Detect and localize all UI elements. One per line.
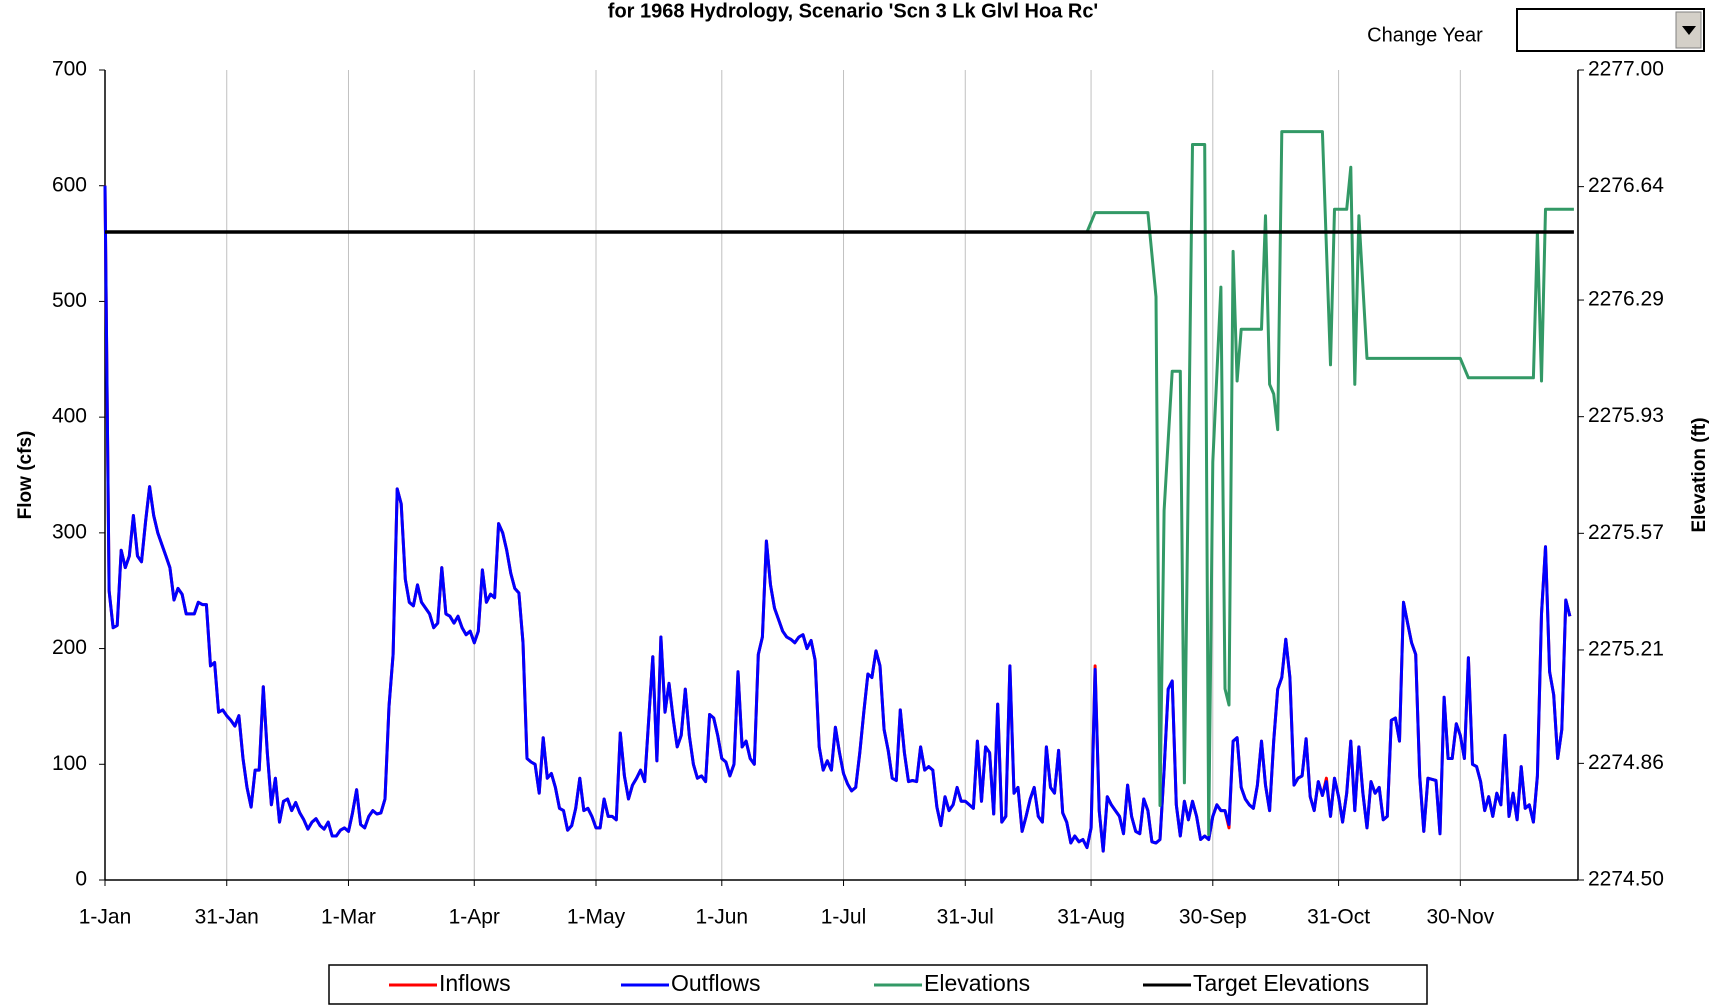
x-tick-label: 1-Mar xyxy=(321,906,376,929)
year-dropdown[interactable] xyxy=(1516,8,1705,52)
y2-axis-title: Elevation (ft) xyxy=(1689,417,1710,532)
dropdown-arrow xyxy=(1682,26,1696,35)
x-tick-label: 1-Apr xyxy=(449,906,500,929)
y-tick-label: 600 xyxy=(52,173,87,196)
y2-tick-label: 2276.64 xyxy=(1588,174,1664,197)
legend-label: Outflows xyxy=(671,970,760,996)
x-tick-label: 30-Nov xyxy=(1426,906,1494,929)
x-tick-label: 1-May xyxy=(567,906,626,929)
legend-label: Target Elevations xyxy=(1193,970,1369,996)
x-tick-label: 31-Oct xyxy=(1307,906,1370,929)
x-tick-label: 30-Sep xyxy=(1179,906,1247,929)
y2-tick-label: 2277.00 xyxy=(1588,58,1664,81)
y-axis-title: Flow (cfs) xyxy=(15,431,36,520)
series-line xyxy=(1085,130,1574,837)
y-tick-label: 300 xyxy=(52,520,87,543)
x-tick-label: 1-Jan xyxy=(79,906,132,929)
y-tick-label: 400 xyxy=(52,405,87,428)
y-tick-label: 100 xyxy=(52,752,87,775)
y-tick-label: 200 xyxy=(52,636,87,659)
y-tick-label: 0 xyxy=(75,868,87,891)
x-tick-label: 1-Jun xyxy=(696,906,749,929)
y2-tick-label: 2275.21 xyxy=(1588,638,1664,661)
x-tick-label: 1-Jul xyxy=(821,906,867,929)
y-tick-label: 700 xyxy=(52,58,87,81)
y2-tick-label: 2275.57 xyxy=(1588,521,1664,544)
series-line xyxy=(103,185,1572,853)
y2-tick-label: 2274.86 xyxy=(1588,751,1664,774)
chart-title: for 1968 Hydrology, Scenario 'Scn 3 Lk G… xyxy=(608,0,1098,22)
y2-tick-label: 2275.93 xyxy=(1588,404,1664,427)
y2-tick-label: 2276.29 xyxy=(1588,288,1664,311)
legend-label: Inflows xyxy=(439,970,511,996)
y2-tick-label: 2274.50 xyxy=(1588,868,1664,891)
dropdown-box[interactable] xyxy=(1516,8,1705,52)
x-tick-label: 31-Aug xyxy=(1057,906,1125,929)
legend-label: Elevations xyxy=(924,970,1030,996)
x-tick-label: 31-Jul xyxy=(937,906,994,929)
change-year-label: Change Year xyxy=(1367,24,1483,46)
y-tick-label: 500 xyxy=(52,289,87,312)
x-tick-label: 31-Jan xyxy=(195,906,259,929)
